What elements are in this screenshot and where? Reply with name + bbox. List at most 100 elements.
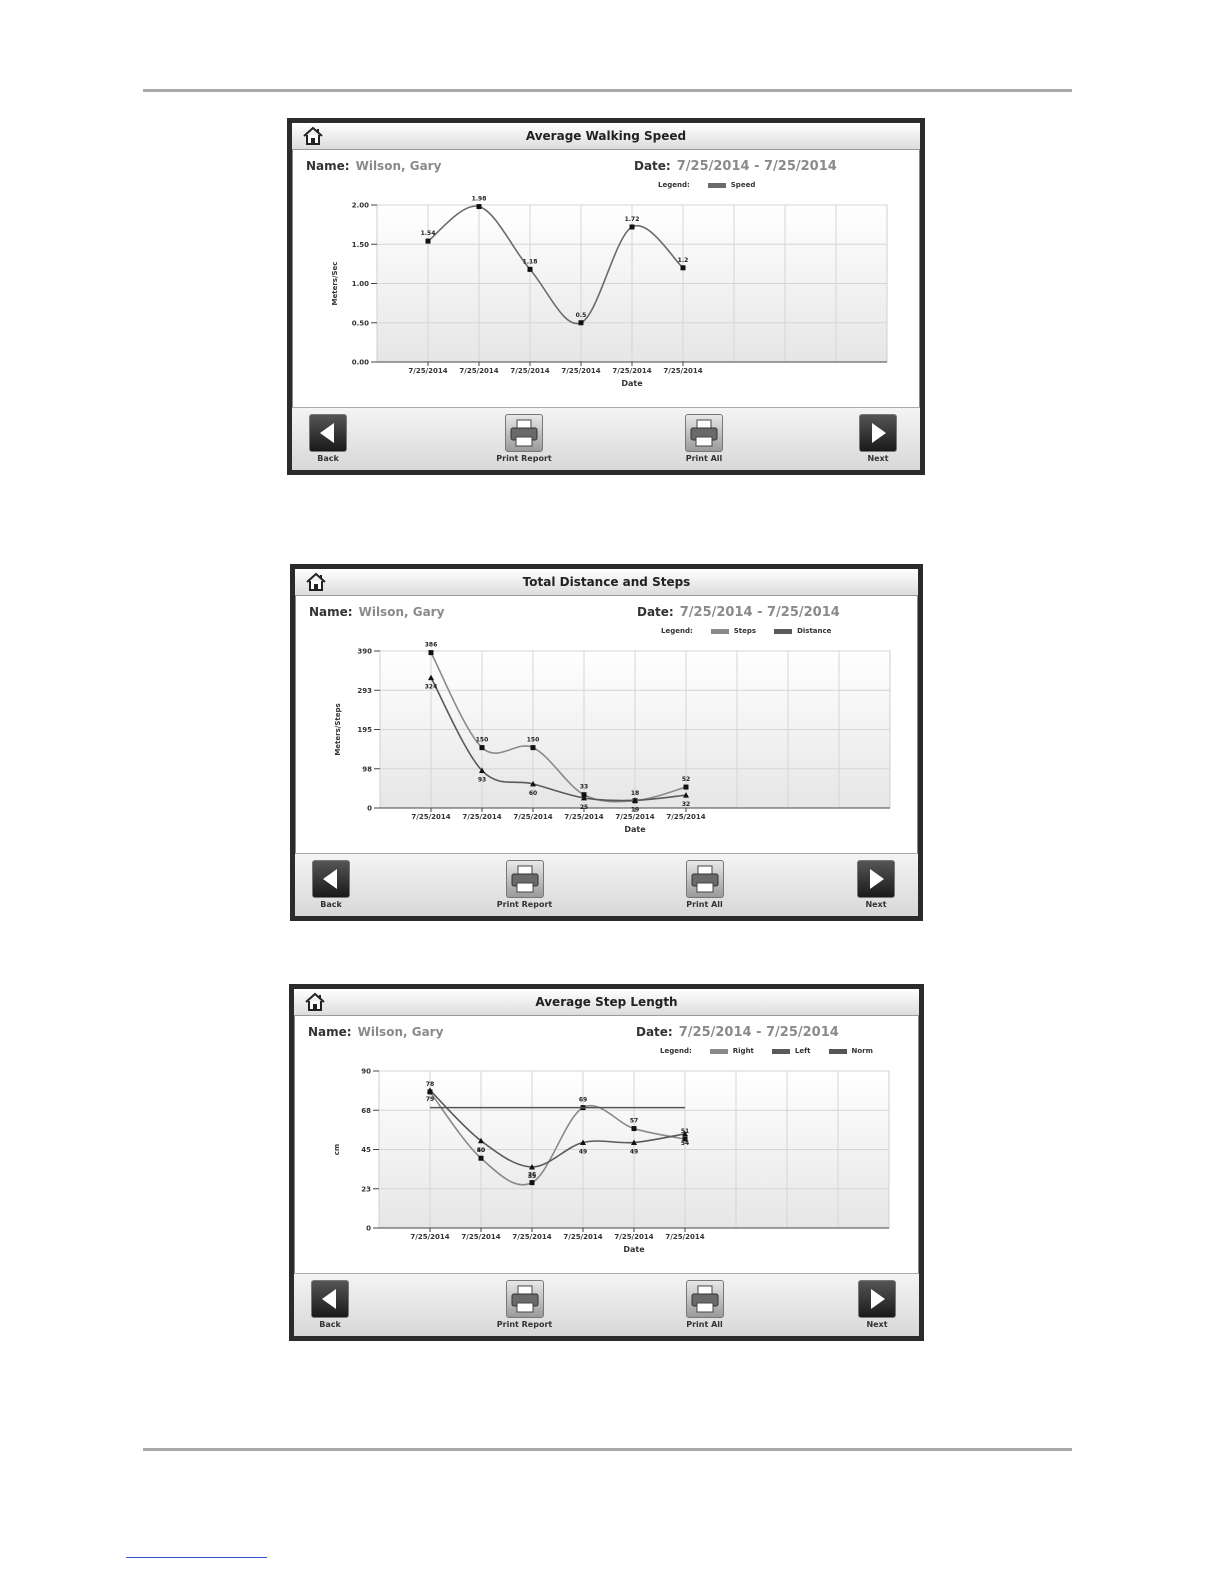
next-arrow-icon [857, 860, 895, 898]
data-point [478, 1137, 484, 1144]
y-tick-label: 1.50 [352, 241, 369, 249]
data-point [680, 265, 686, 271]
x-tick-label: 7/25/2014 [459, 367, 498, 375]
data-point [479, 745, 485, 751]
name-value: Wilson, Gary [358, 605, 445, 619]
screen-title: Total Distance and Steps [522, 575, 691, 589]
home-icon[interactable] [305, 572, 327, 592]
data-label: 79 [426, 1096, 434, 1103]
data-label: 33 [580, 784, 588, 791]
y-axis-title: Meters/Steps [334, 703, 342, 755]
print-all-button[interactable]: Print All [670, 860, 740, 909]
name-value: Wilson, Gary [355, 159, 442, 173]
screen-title-bar: Total Distance and Steps [295, 569, 918, 596]
name-label: Name: [309, 605, 353, 619]
legend-item-label: Norm [851, 1047, 873, 1055]
bottom-toolbar: Back Print Report Print All Next [294, 1273, 919, 1336]
bottom-toolbar: Back Print Report Print All Next [295, 853, 918, 916]
data-point [479, 767, 485, 774]
y-tick-label: 390 [357, 648, 372, 656]
legend-item-label: Right [732, 1047, 754, 1055]
data-label: 1.72 [625, 216, 640, 223]
data-label: 150 [527, 737, 540, 744]
data-point [427, 1087, 433, 1093]
y-tick-label: 0.50 [352, 319, 369, 327]
legend-swatch [774, 628, 793, 634]
back-button[interactable]: Back [293, 414, 363, 463]
date-value: 7/25/2014 - 7/25/2014 [678, 1025, 839, 1040]
legend-item-label: Left [794, 1047, 811, 1055]
print-report-label: Print Report [496, 900, 553, 909]
data-point [683, 792, 689, 798]
series-line-left [429, 1089, 686, 1168]
data-point [578, 320, 584, 326]
data-point [682, 1136, 688, 1142]
x-tick-label: 7/25/2014 [612, 367, 651, 375]
y-tick-label: 90 [361, 1068, 371, 1076]
data-label: 49 [579, 1149, 587, 1156]
bottom-toolbar: Back Print Report Print All Next [292, 407, 920, 470]
print-report-button[interactable]: Print Report [490, 1280, 560, 1329]
y-tick-label: 0.00 [352, 359, 369, 367]
data-point [529, 1163, 535, 1170]
data-point [631, 1139, 637, 1146]
next-label: Next [865, 900, 887, 909]
x-tick-label: 7/25/2014 [461, 1233, 500, 1241]
data-point [530, 745, 536, 751]
data-label: 386 [425, 642, 438, 649]
data-point [683, 784, 689, 790]
data-point [581, 794, 587, 801]
next-arrow-icon [859, 414, 897, 452]
print-report-label: Print Report [496, 1320, 553, 1329]
chart-legend: Legend: Speed [658, 181, 773, 189]
legend-swatch [710, 628, 729, 634]
print-report-button[interactable]: Print Report [490, 860, 560, 909]
printer-icon [685, 1280, 724, 1318]
name-label: Name: [306, 159, 350, 173]
printer-icon [505, 860, 544, 898]
data-point [631, 1126, 637, 1132]
print-report-button[interactable]: Print Report [489, 414, 559, 463]
home-icon[interactable] [302, 126, 324, 146]
chart-legend: Legend: Right Left Norm [660, 1047, 891, 1055]
legend-label: Legend: [661, 627, 693, 635]
patient-name: Name: Wilson, Gary [309, 605, 444, 619]
data-point [478, 1155, 484, 1161]
data-point [476, 204, 482, 210]
next-label: Next [866, 1320, 888, 1329]
footer-link-underline [126, 1557, 267, 1558]
print-all-button[interactable]: Print All [670, 1280, 740, 1329]
print-all-button[interactable]: Print All [669, 414, 739, 463]
data-label: 150 [476, 737, 489, 744]
x-tick-label: 7/25/2014 [411, 813, 450, 821]
next-button[interactable]: Next [842, 1280, 912, 1329]
next-label: Next [867, 454, 889, 463]
legend-item: Speed [707, 181, 755, 189]
data-point [581, 792, 587, 798]
y-tick-label: 0 [367, 805, 372, 813]
date-label: Date: [636, 1025, 673, 1039]
x-tick-label: 7/25/2014 [615, 813, 654, 821]
date-value: 7/25/2014 - 7/25/2014 [679, 605, 840, 620]
next-button[interactable]: Next [841, 860, 911, 909]
next-button[interactable]: Next [843, 414, 913, 463]
data-label: 19 [631, 806, 639, 813]
data-point [629, 224, 635, 230]
printer-icon [685, 414, 723, 452]
data-point [580, 1139, 586, 1146]
data-label: 0.5 [576, 312, 587, 319]
back-button[interactable]: Back [296, 860, 366, 909]
data-label: 93 [478, 777, 486, 784]
x-tick-label: 7/25/2014 [614, 1233, 653, 1241]
home-icon[interactable] [304, 992, 326, 1012]
data-label: 60 [529, 790, 537, 797]
print-all-label: Print All [686, 1320, 723, 1329]
back-button[interactable]: Back [295, 1280, 365, 1329]
data-label: 25 [580, 804, 588, 811]
x-tick-label: 7/25/2014 [665, 1233, 704, 1241]
x-tick-label: 7/25/2014 [564, 813, 603, 821]
y-tick-label: 23 [361, 1185, 371, 1193]
data-label: 54 [681, 1140, 689, 1147]
y-tick-label: 2.00 [352, 202, 369, 210]
